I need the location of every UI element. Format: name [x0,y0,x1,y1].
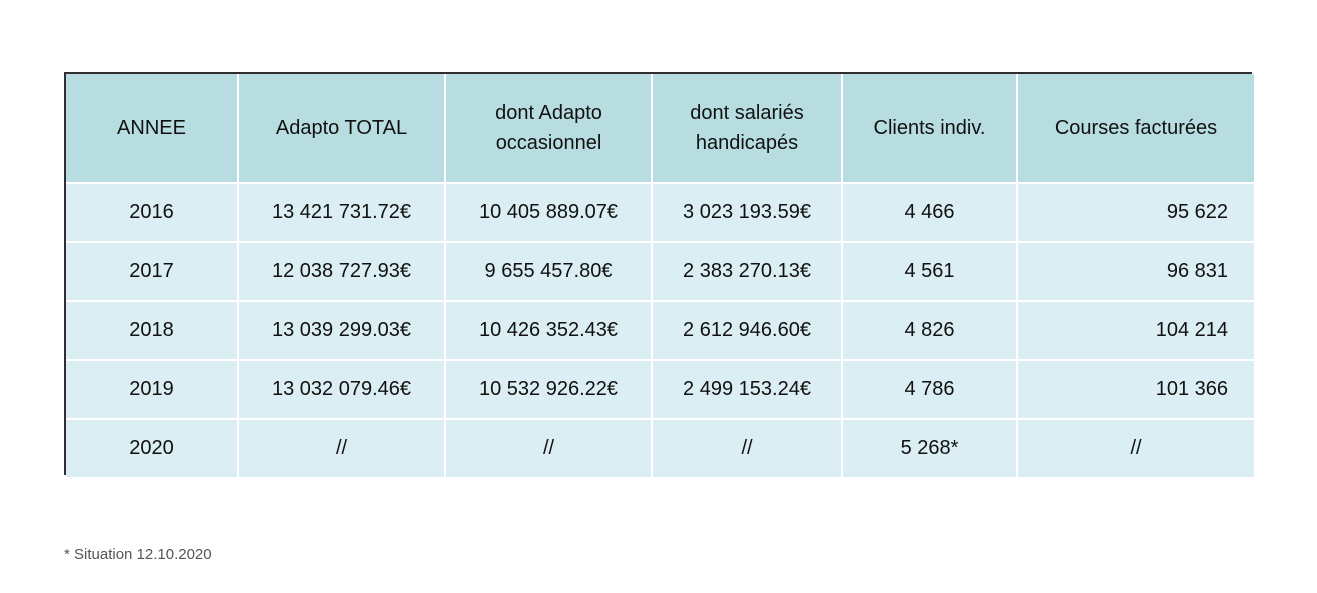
cell-year: 2017 [66,241,238,301]
cell-adapto-total: 12 038 727.93€ [237,241,445,301]
cell-year: 2016 [66,182,238,242]
table-row: 2017 12 038 727.93€ 9 655 457.80€ 2 383 … [66,241,1254,301]
cell-clients-indiv: 5 268* [841,418,1017,477]
cell-clients-indiv: 4 786 [841,359,1017,419]
cell-courses-facturees: 101 366 [1016,359,1254,419]
header-annee: ANNEE [66,74,238,183]
table-row: 2016 13 421 731.72€ 10 405 889.07€ 3 023… [66,182,1254,242]
header-adapto-total: Adapto TOTAL [237,74,445,183]
header-adapto-occasionnel: dont Adapto occasionnel [444,74,652,183]
cell-adapto-occasionnel: 10 426 352.43€ [444,300,652,360]
footnote: * Situation 12.10.2020 [64,546,212,563]
cell-courses-facturees: // [1016,418,1254,477]
cell-adapto-total: 13 032 079.46€ [237,359,445,419]
cell-salaries-handicapes: // [651,418,842,477]
cell-adapto-total: 13 421 731.72€ [237,182,445,242]
cell-adapto-occasionnel: // [444,418,652,477]
header-courses-facturees: Courses facturées [1016,74,1254,183]
data-table: ANNEE Adapto TOTAL dont Adapto occasionn… [66,74,1254,477]
cell-adapto-occasionnel: 9 655 457.80€ [444,241,652,301]
header-clients-indiv: Clients indiv. [841,74,1017,183]
cell-year: 2020 [66,418,238,477]
header-salaries-handicapes: dont salariés handicapés [651,74,842,183]
table-row: 2019 13 032 079.46€ 10 532 926.22€ 2 499… [66,359,1254,419]
cell-year: 2019 [66,359,238,419]
table-row: 2020 // // // 5 268* // [66,418,1254,477]
cell-courses-facturees: 96 831 [1016,241,1254,301]
cell-year: 2018 [66,300,238,360]
cell-salaries-handicapes: 3 023 193.59€ [651,182,842,242]
cell-clients-indiv: 4 826 [841,300,1017,360]
cell-adapto-total: // [237,418,445,477]
cell-courses-facturees: 95 622 [1016,182,1254,242]
cell-clients-indiv: 4 466 [841,182,1017,242]
cell-courses-facturees: 104 214 [1016,300,1254,360]
cell-salaries-handicapes: 2 383 270.13€ [651,241,842,301]
cell-salaries-handicapes: 2 612 946.60€ [651,300,842,360]
cell-salaries-handicapes: 2 499 153.24€ [651,359,842,419]
cell-adapto-occasionnel: 10 405 889.07€ [444,182,652,242]
cell-clients-indiv: 4 561 [841,241,1017,301]
table-header-row: ANNEE Adapto TOTAL dont Adapto occasionn… [66,74,1254,183]
cell-adapto-occasionnel: 10 532 926.22€ [444,359,652,419]
table-row: 2018 13 039 299.03€ 10 426 352.43€ 2 612… [66,300,1254,360]
data-table-container: ANNEE Adapto TOTAL dont Adapto occasionn… [64,72,1254,477]
cell-adapto-total: 13 039 299.03€ [237,300,445,360]
